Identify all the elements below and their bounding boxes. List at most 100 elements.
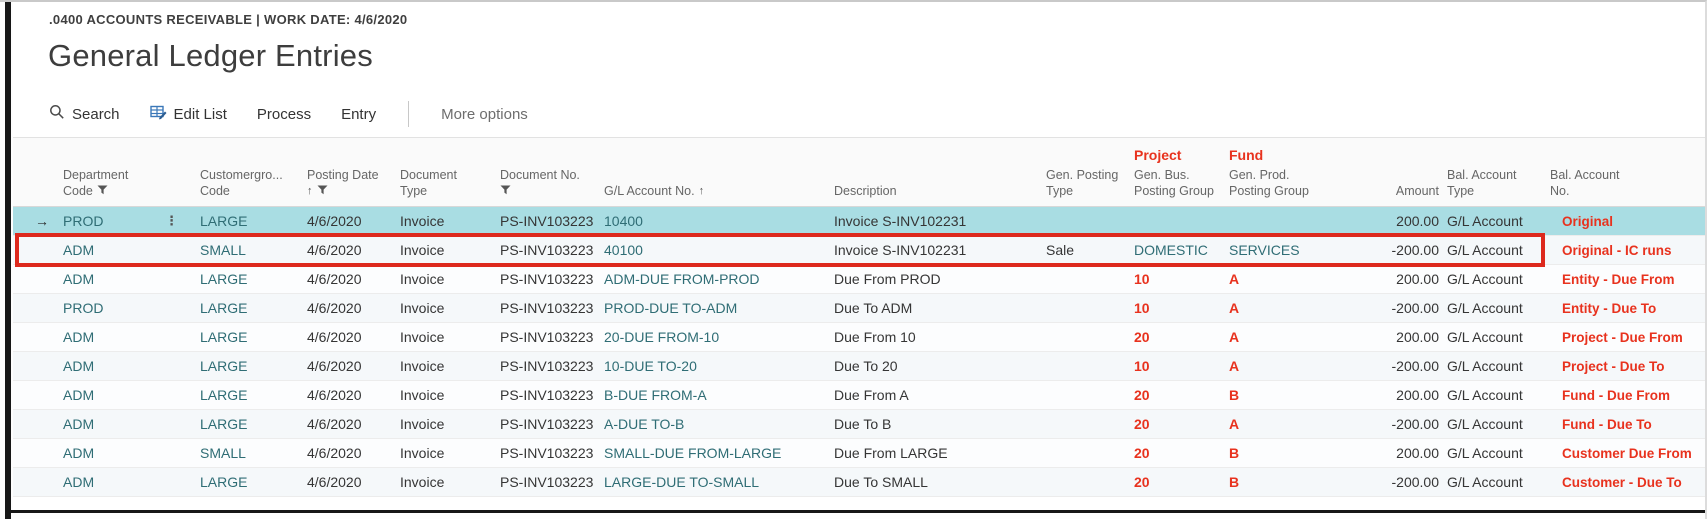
- entry-menu[interactable]: Entry: [341, 106, 376, 123]
- table-row[interactable]: ADM LARGE 4/6/2020 Invoice PS-INV103223 10-DU…: [13, 352, 1705, 381]
- cell-posting-date[interactable]: 4/6/2020: [307, 358, 362, 374]
- cell-document-type[interactable]: Invoice: [400, 445, 445, 461]
- cell-amount[interactable]: -200.00: [1391, 300, 1439, 316]
- cell-amount[interactable]: -200.00: [1391, 358, 1439, 374]
- cell-gl-account-no[interactable]: LARGE-DUE TO-SMALL: [604, 474, 760, 490]
- cell-gen-bus-posting-group[interactable]: 10: [1134, 300, 1150, 316]
- cell-document-no[interactable]: PS-INV103223: [500, 271, 594, 287]
- cell-department-code[interactable]: ADM: [63, 416, 95, 432]
- cell-description[interactable]: Due To SMALL: [834, 474, 928, 490]
- cell-department-code[interactable]: PROD ⋮: [61, 213, 198, 229]
- table-row[interactable]: ADM LARGE 4/6/2020 Invoice PS-INV103223 B-DUE…: [13, 381, 1705, 410]
- cell-document-no[interactable]: PS-INV103223: [500, 445, 594, 461]
- cell-gen-prod-posting-group[interactable]: B: [1229, 474, 1240, 490]
- cell-department-code[interactable]: ADM: [63, 242, 95, 258]
- cell-bal-account-no-annotation[interactable]: Entity - Due To: [1562, 300, 1657, 316]
- cell-gen-prod-posting-group[interactable]: A: [1229, 358, 1240, 374]
- cell-document-type[interactable]: Invoice: [400, 271, 445, 287]
- cell-customer-group-code[interactable]: LARGE: [200, 329, 248, 345]
- cell-bal-account-no-annotation[interactable]: Customer Due From: [1562, 445, 1692, 461]
- cell-customer-group-code[interactable]: LARGE: [200, 358, 248, 374]
- cell-document-type[interactable]: Invoice: [400, 300, 445, 316]
- cell-document-no[interactable]: PS-INV103223: [500, 474, 594, 490]
- cell-gl-account-no[interactable]: 40100: [604, 242, 643, 258]
- cell-bal-account-no-annotation[interactable]: Fund - Due To: [1562, 416, 1652, 432]
- cell-gen-posting-type[interactable]: Sale: [1046, 242, 1075, 258]
- more-options-button[interactable]: More options: [441, 106, 528, 123]
- cell-posting-date[interactable]: 4/6/2020: [307, 300, 362, 316]
- table-row[interactable]: ADM SMALL 4/6/2020 Invoice PS-INV103223 40100…: [13, 233, 1705, 267]
- cell-gl-account-no[interactable]: 10-DUE TO-20: [604, 358, 697, 374]
- cell-posting-date[interactable]: 4/6/2020: [307, 271, 362, 287]
- cell-gen-bus-posting-group[interactable]: 10: [1134, 358, 1150, 374]
- cell-posting-date[interactable]: 4/6/2020: [307, 213, 362, 229]
- table-row[interactable]: → PROD ⋮ LARGE 4/6/2020 Invoice PS-INV103223 10…: [13, 207, 1705, 236]
- cell-customer-group-code[interactable]: SMALL: [200, 242, 246, 258]
- cell-document-no[interactable]: PS-INV103223: [500, 387, 594, 403]
- cell-department-code[interactable]: ADM: [63, 358, 95, 374]
- cell-amount[interactable]: -200.00: [1391, 474, 1439, 490]
- cell-department-code[interactable]: ADM: [63, 271, 95, 287]
- cell-posting-date[interactable]: 4/6/2020: [307, 474, 362, 490]
- table-row[interactable]: ADM SMALL 4/6/2020 Invoice PS-INV103223 SMALL…: [13, 439, 1705, 468]
- column-header-description[interactable]: Description: [832, 138, 1044, 206]
- column-header-gl-account-no[interactable]: G/L Account No. ↑: [602, 138, 832, 206]
- cell-posting-date[interactable]: 4/6/2020: [307, 445, 362, 461]
- table-row[interactable]: ADM LARGE 4/6/2020 Invoice PS-INV103223 LARGE…: [13, 468, 1705, 497]
- cell-amount[interactable]: 200.00: [1396, 213, 1439, 229]
- cell-gen-bus-posting-group[interactable]: 20: [1134, 387, 1150, 403]
- cell-document-type[interactable]: Invoice: [400, 474, 445, 490]
- cell-bal-account-no-annotation[interactable]: Original: [1562, 213, 1614, 229]
- cell-document-type[interactable]: Invoice: [400, 329, 445, 345]
- cell-amount[interactable]: -200.00: [1391, 242, 1439, 258]
- cell-posting-date[interactable]: 4/6/2020: [307, 387, 362, 403]
- cell-description[interactable]: Due To B: [834, 416, 892, 432]
- column-header-department-code[interactable]: Department Code: [61, 138, 198, 206]
- cell-bal-account-type[interactable]: G/L Account: [1447, 416, 1523, 432]
- cell-document-type[interactable]: Invoice: [400, 242, 445, 258]
- cell-department-code[interactable]: ADM: [63, 387, 95, 403]
- cell-amount[interactable]: 200.00: [1396, 271, 1439, 287]
- cell-description[interactable]: Due To ADM: [834, 300, 913, 316]
- cell-gen-bus-posting-group[interactable]: DOMESTIC: [1134, 242, 1208, 258]
- cell-description[interactable]: Due To 20: [834, 358, 898, 374]
- column-header-bal-account-no[interactable]: Bal. Account No.: [1548, 138, 1706, 206]
- cell-gl-account-no[interactable]: PROD-DUE TO-ADM: [604, 300, 738, 316]
- cell-bal-account-no-annotation[interactable]: Fund - Due From: [1562, 387, 1670, 403]
- cell-bal-account-no-annotation[interactable]: Project - Due To: [1562, 358, 1665, 374]
- cell-gl-account-no[interactable]: 20-DUE FROM-10: [604, 329, 720, 345]
- cell-bal-account-type[interactable]: G/L Account: [1447, 242, 1523, 258]
- cell-bal-account-no-annotation[interactable]: Entity - Due From: [1562, 271, 1675, 287]
- cell-customer-group-code[interactable]: LARGE: [200, 387, 248, 403]
- cell-description[interactable]: Due From 10: [834, 329, 916, 345]
- cell-amount[interactable]: 200.00: [1396, 445, 1439, 461]
- cell-department-code[interactable]: PROD: [63, 300, 104, 316]
- cell-customer-group-code[interactable]: LARGE: [200, 300, 248, 316]
- column-header-gen-bus-posting-group[interactable]: Project Gen. Bus. Posting Group: [1132, 138, 1227, 206]
- cell-document-no[interactable]: PS-INV103223: [500, 329, 594, 345]
- cell-document-no[interactable]: PS-INV103223: [500, 358, 594, 374]
- cell-bal-account-type[interactable]: G/L Account: [1447, 271, 1523, 287]
- process-menu[interactable]: Process: [257, 106, 311, 123]
- cell-gl-account-no[interactable]: A-DUE TO-B: [604, 416, 685, 432]
- column-header-document-type[interactable]: Document Type: [398, 138, 498, 206]
- cell-gl-account-no[interactable]: B-DUE FROM-A: [604, 387, 707, 403]
- cell-document-type[interactable]: Invoice: [400, 213, 445, 229]
- search-button[interactable]: Search: [49, 104, 120, 124]
- column-header-marker[interactable]: [27, 138, 61, 206]
- cell-department-code[interactable]: ADM: [63, 474, 95, 490]
- table-row[interactable]: ADM LARGE 4/6/2020 Invoice PS-INV103223 20-DU…: [13, 323, 1705, 352]
- cell-bal-account-type[interactable]: G/L Account: [1447, 445, 1523, 461]
- column-header-posting-date[interactable]: Posting Date ↑: [305, 138, 398, 206]
- cell-customer-group-code[interactable]: LARGE: [200, 416, 248, 432]
- cell-department-code[interactable]: ADM: [63, 445, 95, 461]
- cell-bal-account-type[interactable]: G/L Account: [1447, 329, 1523, 345]
- cell-gen-bus-posting-group[interactable]: 20: [1134, 329, 1150, 345]
- cell-gl-account-no[interactable]: ADM-DUE FROM-PROD: [604, 271, 760, 287]
- cell-gen-prod-posting-group[interactable]: A: [1229, 300, 1240, 316]
- cell-gen-bus-posting-group[interactable]: 20: [1134, 416, 1150, 432]
- cell-description[interactable]: Due From A: [834, 387, 909, 403]
- cell-amount[interactable]: 200.00: [1396, 329, 1439, 345]
- cell-department-code[interactable]: ADM: [63, 329, 95, 345]
- cell-document-no[interactable]: PS-INV103223: [500, 213, 594, 229]
